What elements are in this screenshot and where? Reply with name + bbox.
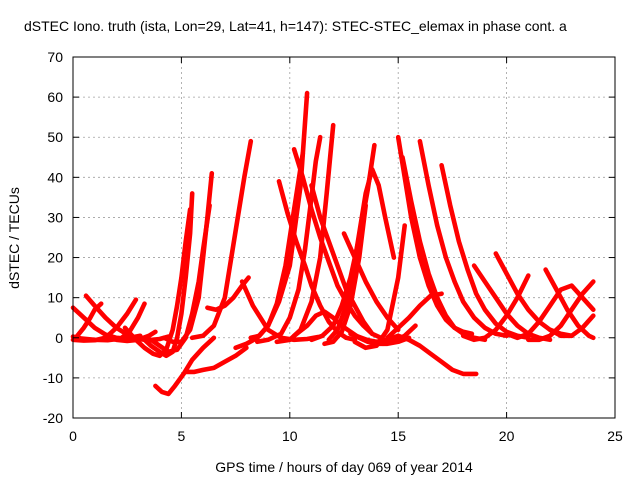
plot-frame [72,56,616,419]
y-axis-label: dSTEC / TECUs [6,187,22,289]
data-trace [103,329,158,344]
data-trace [322,203,369,347]
x-tick-label: 20 [499,428,515,444]
y-tick-label: 30 [47,209,63,225]
data-trace [153,335,217,397]
x-tick-label: 0 [69,428,77,444]
data-trace [248,151,306,341]
data-trace [547,313,596,339]
data-trace [189,138,254,341]
data-trace [525,279,596,343]
data-trace [504,283,596,341]
y-tick-label: -10 [43,370,63,386]
y-tick-label: 40 [47,169,63,185]
data-trace [83,293,171,343]
y-tick-label: 60 [47,89,63,105]
chart-title: dSTEC Iono. truth (ista, Lon=29, Lat=41,… [24,18,567,34]
y-tick-label: 50 [47,129,63,145]
data-traces [70,90,596,397]
data-trace [309,183,375,337]
y-tick-label: 20 [47,250,63,266]
data-trace [161,171,215,345]
data-trace [140,191,195,359]
data-trace [75,301,104,339]
data-trace [274,122,336,345]
y-tick-label: 0 [55,330,63,346]
x-axis-label: GPS time / hours of day 069 of year 2014 [215,459,473,475]
data-trace [352,223,408,351]
data-trace [439,163,531,341]
data-trace [471,263,553,343]
x-tick-label: 15 [390,428,406,444]
data-trace [417,138,509,339]
axis-ticks [72,56,616,419]
data-trace [122,207,193,359]
data-trace [326,167,397,343]
data-trace [183,345,249,375]
x-tick-labels: 0 5 10 15 20 25 [69,428,623,444]
x-tick-label: 5 [178,428,186,444]
data-trace [543,267,596,341]
y-tick-label: 70 [47,49,63,65]
y-tick-labels: -20 -10 0 10 20 30 40 50 60 70 [43,49,63,426]
x-tick-label: 25 [607,428,623,444]
data-trace [233,90,310,351]
data-trace [239,279,321,343]
data-trace [363,333,479,377]
data-trace [460,273,531,343]
y-tick-label: -20 [43,410,63,426]
data-trace [395,134,475,337]
y-tick-label: 10 [47,290,63,306]
data-trace [254,134,323,345]
x-tick-label: 10 [282,428,298,444]
